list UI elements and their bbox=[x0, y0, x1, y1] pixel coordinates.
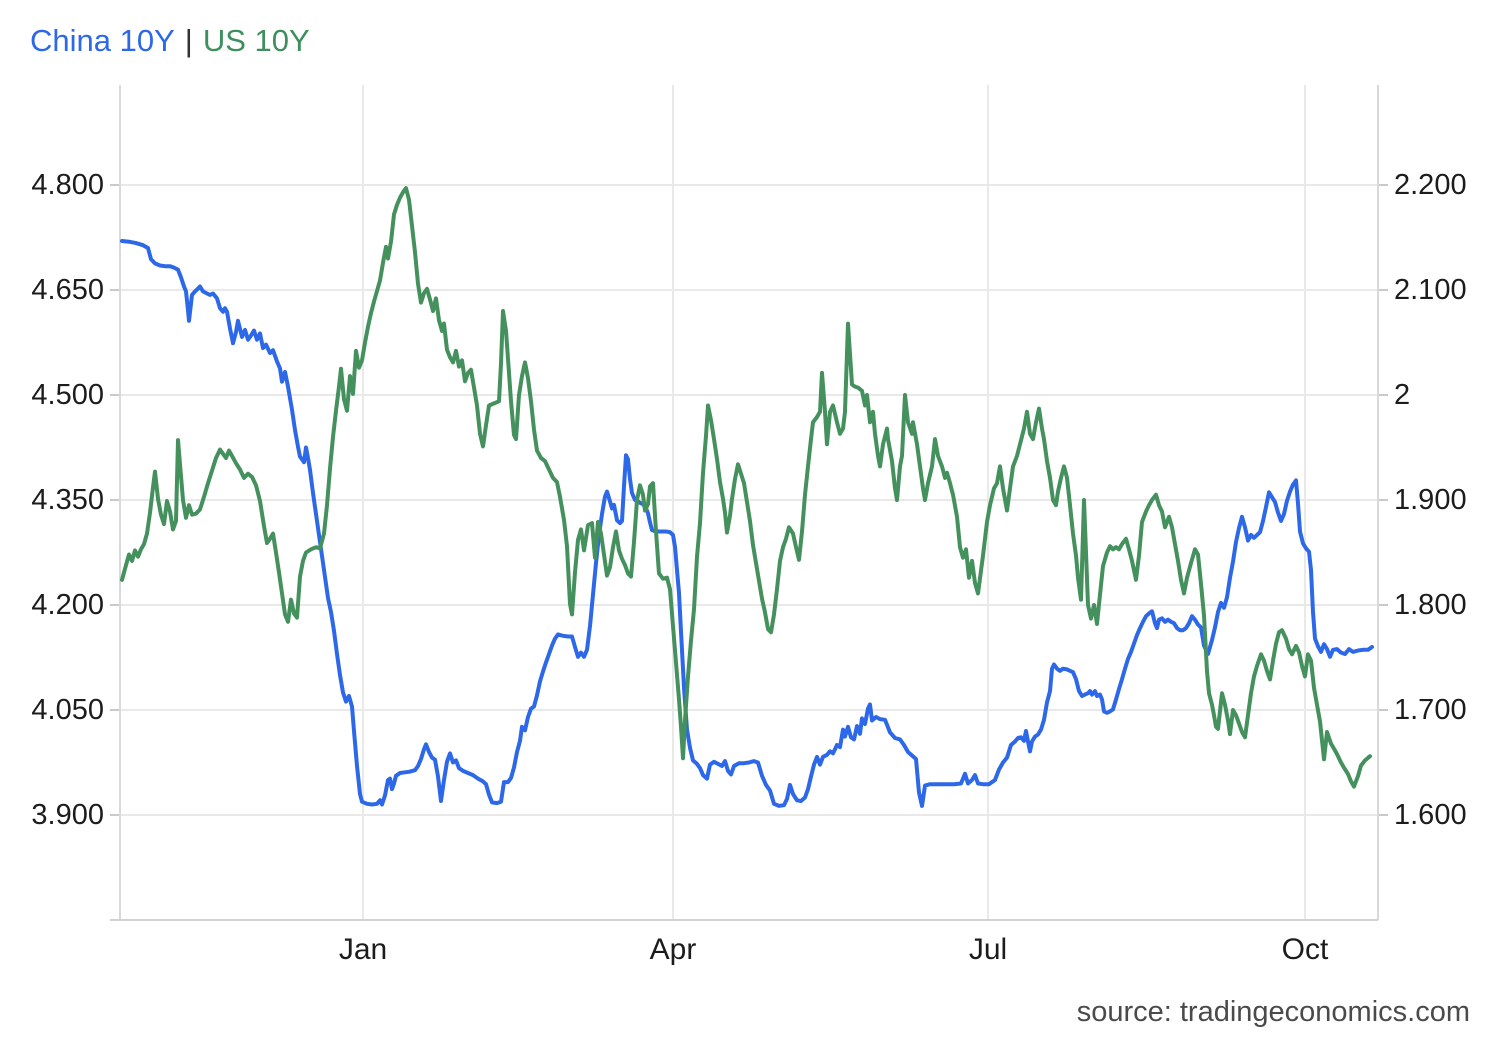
y-axis-label-right: 2.100 bbox=[1394, 274, 1467, 307]
y-axis-label-left: 4.650 bbox=[31, 274, 104, 307]
x-axis-label-jul: Jul bbox=[968, 933, 1008, 966]
y-axis-label-left: 4.500 bbox=[31, 379, 104, 412]
y-axis-label-left: 4.800 bbox=[31, 169, 104, 202]
x-axis-label-jan: Jan bbox=[338, 933, 388, 966]
source-attribution: source: tradingeconomics.com bbox=[1076, 996, 1470, 1028]
y-axis-label-left: 4.200 bbox=[31, 589, 104, 621]
y-axis-label-right: 1.800 bbox=[1394, 589, 1467, 621]
chart-legend: China 10Y | US 10Y bbox=[30, 22, 310, 60]
y-axis-label-right: 2 bbox=[1394, 379, 1411, 412]
y-axis-label-right: 1.600 bbox=[1394, 799, 1467, 831]
legend-item-china-10y[interactable]: China 10Y bbox=[30, 23, 175, 58]
y-axis-label-right: 1.900 bbox=[1394, 484, 1467, 516]
y-axis-label-left: 4.350 bbox=[31, 484, 104, 516]
x-axis-label-apr: Apr bbox=[649, 933, 697, 966]
legend-item-us-10y[interactable]: US 10Y bbox=[202, 23, 310, 58]
us-10y-line[interactable] bbox=[120, 186, 1372, 789]
y-axis-label-left: 3.900 bbox=[31, 799, 104, 831]
y-axis-label-right: 2.200 bbox=[1394, 169, 1467, 202]
china-10y-line[interactable] bbox=[120, 239, 1374, 808]
legend-separator: | bbox=[184, 23, 193, 58]
x-axis-label-oct: Oct bbox=[1281, 933, 1329, 966]
y-axis-label-right: 1.700 bbox=[1394, 694, 1467, 726]
y-axis-label-left: 4.050 bbox=[31, 694, 104, 726]
